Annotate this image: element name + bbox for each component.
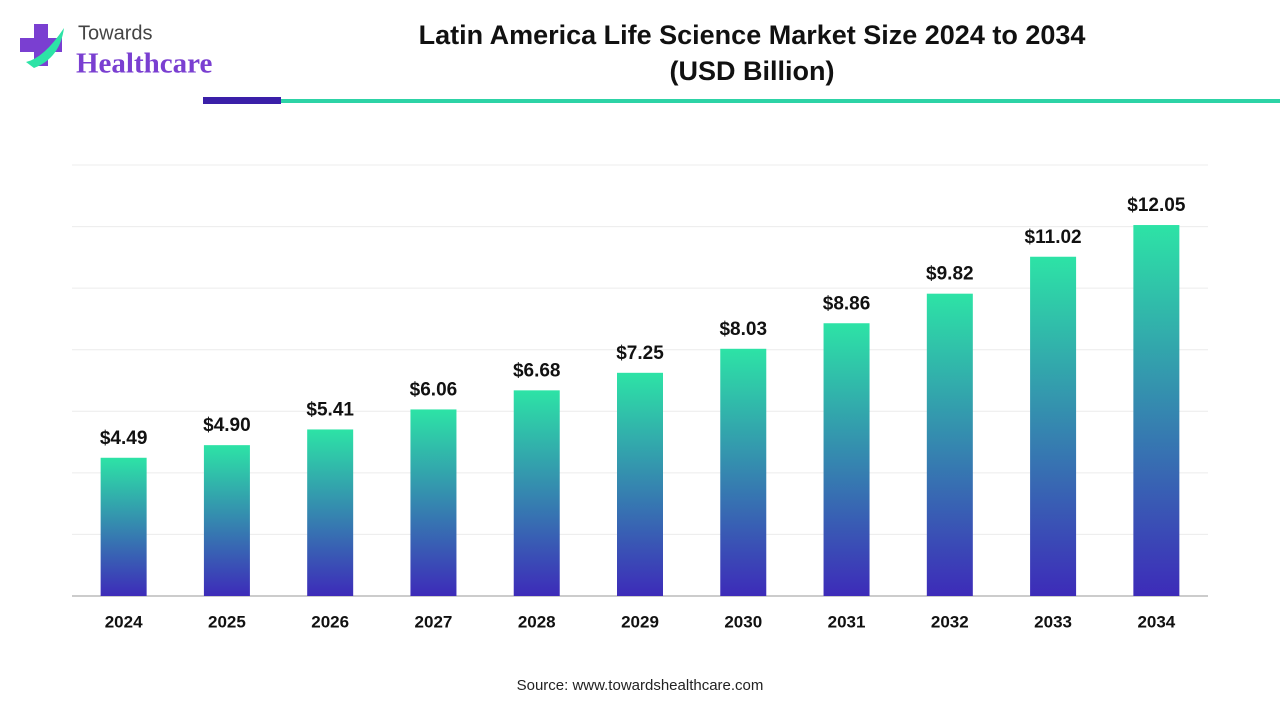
bar bbox=[100, 457, 147, 596]
value-label: $6.68 bbox=[513, 360, 561, 381]
value-label: $4.90 bbox=[203, 415, 251, 436]
logo-icon bbox=[20, 24, 62, 66]
bar bbox=[823, 323, 870, 596]
x-tick-label: 2032 bbox=[931, 612, 969, 631]
logo-leaf bbox=[26, 28, 64, 68]
logo-text: Healthcare bbox=[76, 48, 212, 80]
bar bbox=[926, 293, 973, 596]
bar bbox=[617, 372, 663, 596]
value-label: $6.06 bbox=[410, 379, 458, 400]
value-label: $8.86 bbox=[823, 293, 871, 314]
logo: Towards Healthcare bbox=[20, 22, 212, 80]
logo-text: Towards bbox=[78, 22, 152, 44]
value-label: $5.41 bbox=[306, 399, 354, 420]
bar bbox=[203, 445, 250, 596]
x-tick-label: 2024 bbox=[105, 612, 143, 631]
source: Source: www.towardshealthcare.com bbox=[517, 677, 764, 694]
x-tick-label: 2031 bbox=[828, 612, 866, 631]
chart-title: Latin America Life Science Market Size 2… bbox=[419, 20, 1086, 50]
x-tick-label: 2033 bbox=[1034, 612, 1072, 631]
divider bbox=[281, 99, 1280, 103]
x-tick-label: 2026 bbox=[311, 612, 349, 631]
bar bbox=[1133, 225, 1180, 596]
value-label: $11.02 bbox=[1025, 227, 1082, 248]
value-label: $4.49 bbox=[100, 428, 148, 449]
bar bbox=[410, 409, 457, 596]
value-label: $8.03 bbox=[719, 319, 767, 340]
x-tick-label: 2029 bbox=[621, 612, 659, 631]
x-tick-label: 2028 bbox=[518, 612, 556, 631]
x-tick-label: 2034 bbox=[1137, 612, 1175, 631]
bar bbox=[513, 390, 560, 596]
bar bbox=[720, 348, 767, 596]
x-tick-label: 2027 bbox=[415, 612, 453, 631]
x-tick-label: 2025 bbox=[208, 612, 246, 631]
x-tick-label: 2030 bbox=[724, 612, 762, 631]
bar bbox=[307, 429, 354, 596]
divider bbox=[203, 97, 281, 104]
chart-subtitle: (USD Billion) bbox=[670, 56, 835, 86]
value-label: $12.05 bbox=[1127, 195, 1186, 216]
value-label: $9.82 bbox=[926, 264, 974, 285]
bar bbox=[1030, 256, 1077, 596]
value-label: $7.25 bbox=[616, 343, 664, 364]
